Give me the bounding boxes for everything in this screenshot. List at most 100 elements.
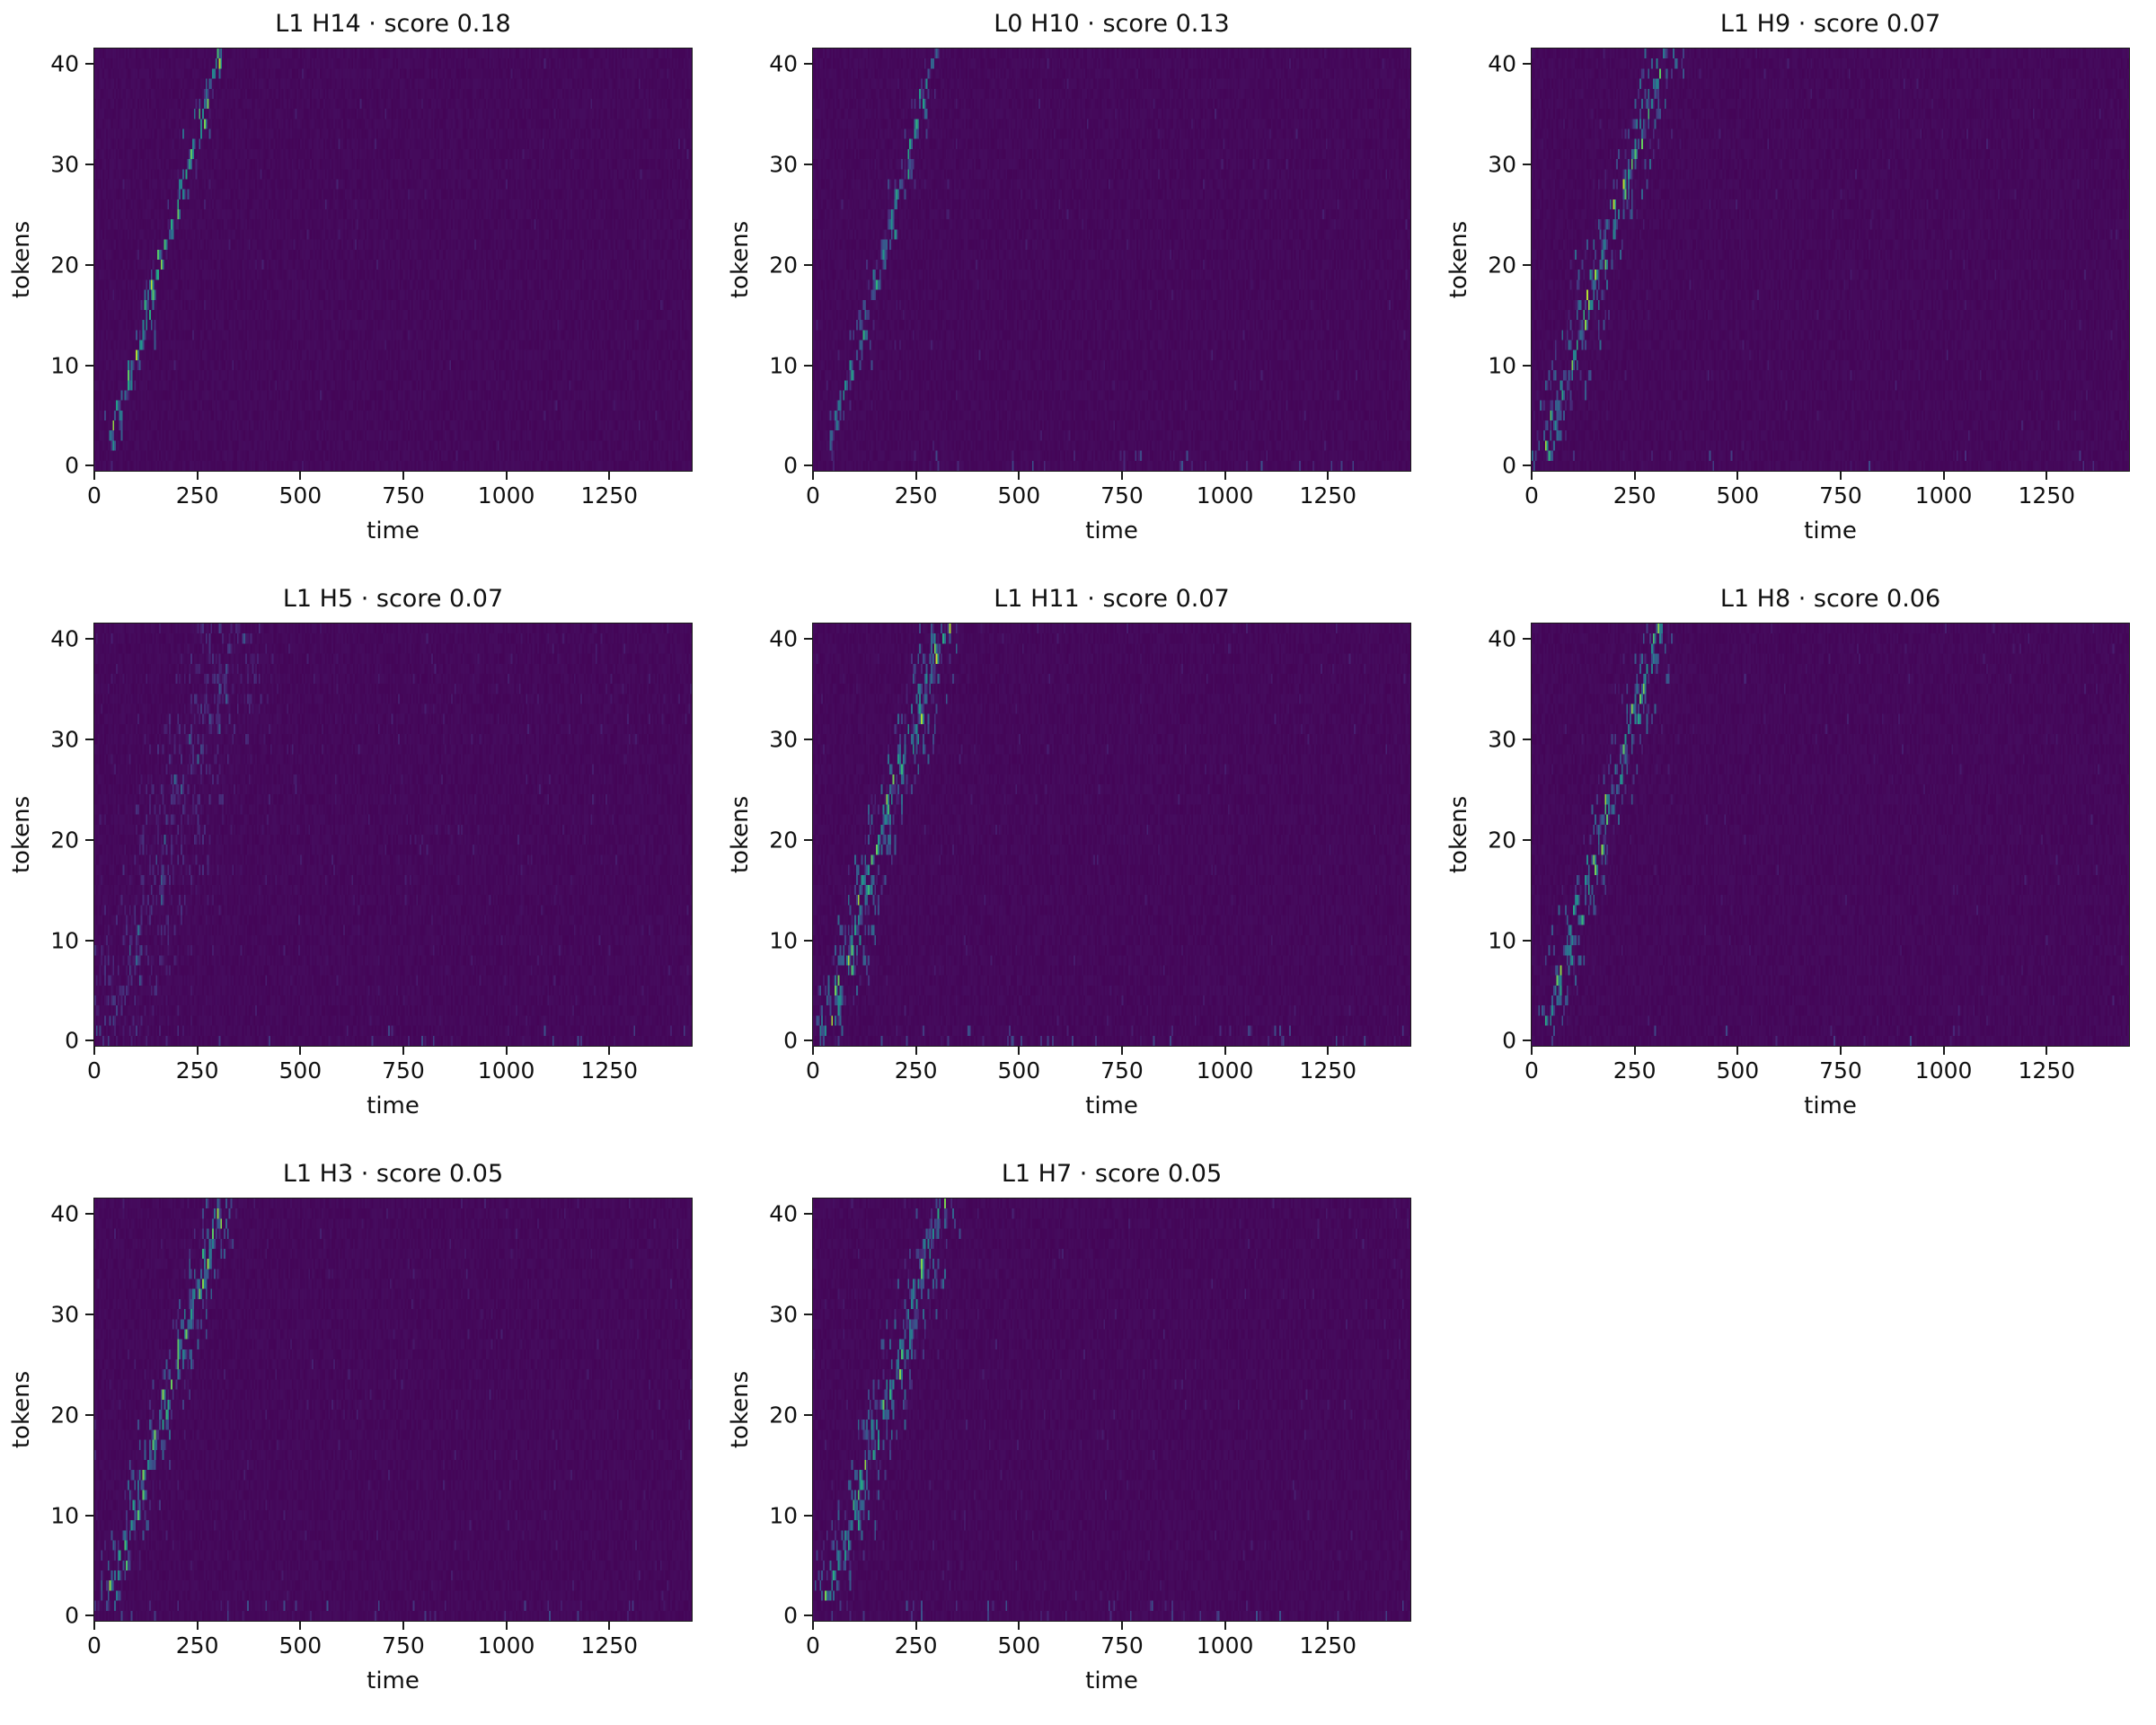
x-tick-mark — [196, 472, 199, 480]
x-axis-label: time — [1085, 518, 1138, 544]
y-tick-mark — [1523, 637, 1531, 640]
x-tick-label: 1000 — [477, 482, 535, 509]
x-tick-mark — [93, 1622, 95, 1630]
y-tick-mark — [1523, 838, 1531, 841]
x-tick-mark — [1942, 472, 1945, 480]
y-tick-mark — [804, 1039, 812, 1042]
y-tick-label: 20 — [50, 827, 79, 854]
subplot-title: L1 H7 · score 0.05 — [1001, 1160, 1223, 1188]
x-tick-label: 1000 — [1196, 1632, 1254, 1659]
x-tick-mark — [1018, 1047, 1021, 1055]
y-tick-label: 20 — [50, 252, 79, 279]
y-tick-label: 10 — [769, 352, 798, 378]
x-tick-label: 0 — [806, 1057, 820, 1084]
y-tick-label: 40 — [50, 50, 79, 77]
x-tick-mark — [299, 1622, 302, 1630]
x-tick-mark — [608, 1047, 611, 1055]
x-tick-label: 1250 — [1299, 482, 1357, 509]
x-tick-mark — [1736, 1047, 1739, 1055]
axes — [812, 1198, 1411, 1622]
x-tick-label: 500 — [997, 482, 1041, 509]
x-tick-label: 750 — [1100, 482, 1144, 509]
axes — [93, 48, 693, 472]
y-tick-label: 20 — [1488, 252, 1516, 279]
x-tick-mark — [1018, 1622, 1021, 1630]
x-tick-label: 0 — [806, 482, 820, 509]
y-tick-label: 30 — [50, 1301, 79, 1328]
subplot-title: L1 H8 · score 0.06 — [1719, 585, 1941, 613]
x-tick-label: 1250 — [2018, 1057, 2076, 1084]
y-tick-mark — [1523, 464, 1531, 467]
x-tick-mark — [1942, 1047, 1945, 1055]
y-tick-mark — [804, 62, 812, 65]
y-tick-mark — [85, 1614, 93, 1617]
y-tick-label: 0 — [65, 452, 79, 479]
y-tick-label: 30 — [769, 151, 798, 178]
x-tick-mark — [812, 472, 814, 480]
axes — [812, 623, 1411, 1047]
y-tick-label: 10 — [1488, 927, 1516, 953]
x-tick-mark — [2046, 472, 2048, 480]
x-tick-mark — [608, 472, 611, 480]
y-tick-label: 10 — [50, 1502, 79, 1528]
y-tick-mark — [85, 1313, 93, 1315]
y-tick-label: 0 — [783, 1602, 798, 1629]
x-tick-label: 750 — [382, 1057, 425, 1084]
y-tick-mark — [804, 637, 812, 640]
y-tick-label: 30 — [50, 726, 79, 753]
y-tick-label: 0 — [1502, 1027, 1516, 1054]
y-tick-mark — [804, 263, 812, 266]
x-tick-label: 1000 — [1914, 1057, 1973, 1084]
x-axis-label: time — [1804, 518, 1857, 544]
x-axis-label: time — [1085, 1092, 1138, 1119]
y-tick-mark — [804, 1514, 812, 1517]
heatmap-canvas — [94, 1199, 692, 1621]
x-tick-label: 250 — [175, 1632, 219, 1659]
x-axis-label: time — [367, 518, 420, 544]
y-tick-label: 20 — [50, 1402, 79, 1429]
x-tick-label: 1250 — [1299, 1632, 1357, 1659]
y-tick-mark — [804, 464, 812, 467]
subplot: L0 H10 · score 0.13 tokens time 0 10 20 30 4… — [719, 0, 1437, 575]
x-tick-mark — [812, 1047, 814, 1055]
x-tick-label: 250 — [1613, 1057, 1657, 1084]
subplot: L1 H3 · score 0.05 tokens time 0 10 20 30 40… — [0, 1150, 719, 1725]
y-tick-mark — [804, 1212, 812, 1215]
subplot: L1 H8 · score 0.06 tokens time 0 10 20 30 40… — [1437, 575, 2156, 1150]
x-tick-mark — [1531, 1047, 1533, 1055]
x-tick-mark — [505, 472, 508, 480]
y-tick-label: 30 — [1488, 726, 1516, 753]
x-tick-mark — [505, 1047, 508, 1055]
x-tick-mark — [299, 472, 302, 480]
x-tick-label: 250 — [175, 1057, 219, 1084]
y-tick-label: 0 — [65, 1027, 79, 1054]
y-tick-label: 40 — [769, 50, 798, 77]
y-tick-mark — [85, 738, 93, 740]
y-tick-label: 40 — [50, 1200, 79, 1227]
x-tick-label: 750 — [1819, 482, 1862, 509]
subplot: L1 H5 · score 0.07 tokens time 0 10 20 30 40… — [0, 575, 719, 1150]
y-tick-label: 10 — [1488, 352, 1516, 378]
y-tick-mark — [804, 1614, 812, 1617]
y-tick-label: 30 — [769, 1301, 798, 1328]
x-tick-label: 750 — [1100, 1057, 1144, 1084]
x-tick-mark — [812, 1622, 814, 1630]
y-tick-label: 40 — [50, 625, 79, 652]
y-tick-mark — [85, 939, 93, 942]
x-tick-mark — [1120, 1622, 1123, 1630]
y-tick-label: 20 — [769, 827, 798, 854]
subplot: L1 H14 · score 0.18 tokens time 0 10 20 30 4… — [0, 0, 719, 575]
x-tick-mark — [196, 1047, 199, 1055]
y-tick-label: 30 — [769, 726, 798, 753]
x-tick-mark — [1120, 472, 1123, 480]
x-tick-mark — [1633, 1047, 1636, 1055]
x-axis-label: time — [1085, 1668, 1138, 1694]
x-tick-mark — [1327, 1622, 1330, 1630]
subplot-title: L1 H11 · score 0.07 — [994, 585, 1230, 613]
x-tick-label: 0 — [87, 1632, 102, 1659]
x-tick-label: 250 — [1613, 482, 1657, 509]
axes — [93, 1198, 693, 1622]
y-tick-mark — [804, 364, 812, 367]
axes — [812, 48, 1411, 472]
y-tick-label: 20 — [1488, 827, 1516, 854]
